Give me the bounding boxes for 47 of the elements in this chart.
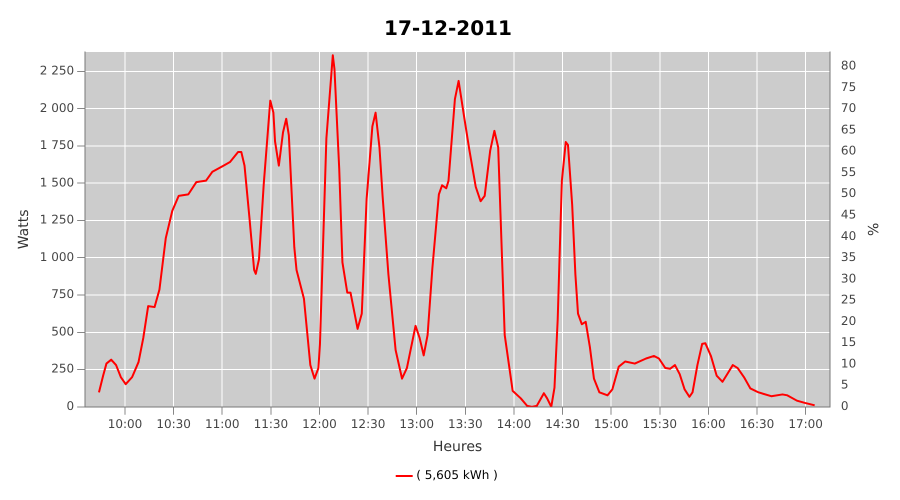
y2-tick-label: 5 [840,378,849,392]
y-tick-label: 2 000 [40,100,74,115]
x-tick-label: 13:00 [399,417,434,432]
y2-tick-label: 65 [840,122,856,136]
x-tick-label: 14:00 [496,417,532,432]
x-tick-label: 14:30 [545,417,580,432]
x-tick-label: 17:00 [788,417,823,432]
x-tick-label: 12:00 [302,417,337,432]
y-tick-label: 250 [51,362,74,376]
x-tick-label: 16:30 [740,417,774,432]
x-axis-title: Heures [432,439,482,456]
y2-tick-label: 60 [840,144,856,158]
y2-tick-label: 70 [840,101,856,116]
x-tick-label: 11:30 [254,417,288,432]
y2-tick-label: 45 [840,207,856,222]
y-tick-label: 1 500 [40,175,74,190]
y2-tick-label: 40 [840,228,856,243]
y2-tick-label: 0 [840,398,849,413]
x-tick-label: 13:30 [448,417,483,432]
y-tick-label: 0 [66,398,74,413]
y2-tick-label: 80 [840,58,856,73]
y2-tick-label: 15 [840,335,856,350]
x-tick-label: 12:30 [350,417,386,432]
y-tick-label: 500 [51,324,74,338]
y2-tick-label: 10 [840,356,856,370]
x-tick-label: 10:00 [108,417,142,432]
y2-tick-label: 55 [840,164,856,179]
y-tick-label: 750 [51,287,74,302]
x-tick-label: 16:00 [691,417,726,432]
y2-tick-label: 20 [840,314,856,328]
y2-tick-label: 50 [840,186,856,200]
y2-tick-label: 25 [840,292,856,307]
x-tick-label: 15:00 [594,417,628,432]
y-tick-label: 1 750 [40,138,74,152]
x-tick-label: 15:30 [642,417,678,432]
y2-tick-label: 75 [840,80,856,94]
y2-axis-title: % [864,222,880,236]
legend-label: ( 5,605 kWh ) [416,468,498,482]
x-tick-label: 11:00 [204,417,240,432]
y-tick-label: 1 250 [40,212,74,227]
y2-tick-label: 30 [840,271,856,286]
y-tick-label: 2 250 [40,64,74,78]
y2-tick-label: 35 [840,250,856,264]
y-axis-title: Watts [16,209,32,250]
chart-title: 17-12-2011 [384,16,512,40]
y-tick-label: 1 000 [40,250,74,264]
x-tick-label: 10:30 [156,417,191,432]
